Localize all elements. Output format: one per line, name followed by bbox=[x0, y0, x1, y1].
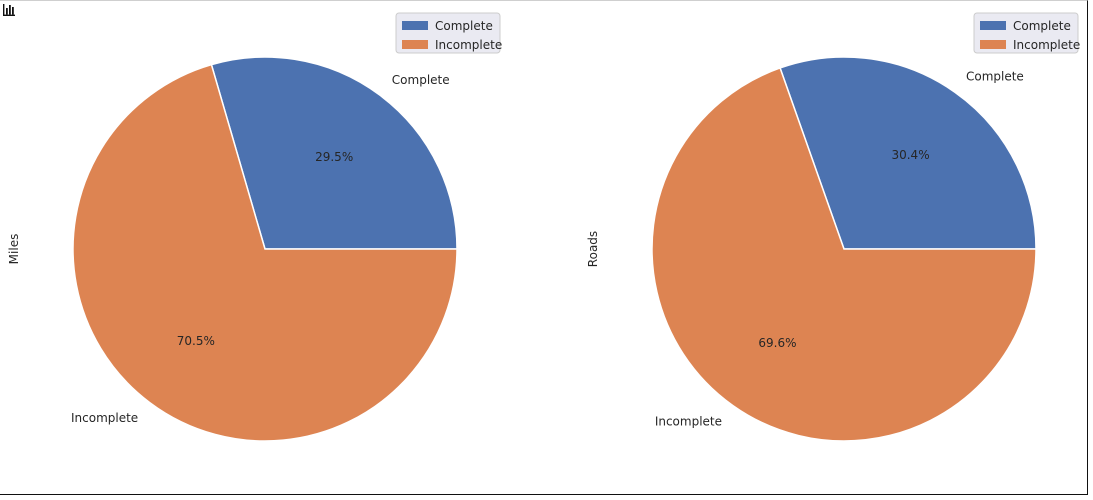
pct-label-incomplete: 69.6% bbox=[758, 336, 796, 350]
legend-swatch-incomplete bbox=[402, 40, 428, 49]
y-axis-label: Miles bbox=[7, 234, 21, 265]
bar-chart-icon[interactable] bbox=[2, 3, 16, 17]
legend-label-complete: Complete bbox=[1013, 19, 1071, 33]
pie-chart-miles: 29.5% 70.5% Complete Incomplete Miles Co… bbox=[7, 12, 502, 442]
pct-label-incomplete: 70.5% bbox=[177, 334, 215, 348]
legend-label-complete: Complete bbox=[435, 19, 493, 33]
pct-label-complete: 29.5% bbox=[315, 150, 353, 164]
pie-slice-complete bbox=[779, 56, 1037, 250]
y-axis-label: Roads bbox=[586, 231, 600, 267]
legend-swatch-incomplete bbox=[980, 40, 1006, 49]
pie-slice-incomplete bbox=[651, 66, 1037, 442]
pie-slice-incomplete bbox=[72, 63, 458, 442]
slice-label-complete: Complete bbox=[966, 70, 1024, 84]
slice-label-incomplete: Incomplete bbox=[655, 414, 722, 428]
legend-label-incomplete: Incomplete bbox=[1013, 38, 1080, 52]
pie-slice-complete bbox=[210, 56, 458, 250]
slice-label-complete: Complete bbox=[392, 73, 450, 87]
legend: Complete Incomplete bbox=[973, 12, 1080, 54]
pie-chart-roads: 30.4% 69.6% Complete Incomplete Roads Co… bbox=[586, 12, 1080, 442]
legend: Complete Incomplete bbox=[395, 12, 502, 54]
legend-swatch-complete bbox=[980, 21, 1006, 30]
slice-label-incomplete: Incomplete bbox=[71, 411, 138, 425]
legend-label-incomplete: Incomplete bbox=[435, 38, 502, 52]
pct-label-complete: 30.4% bbox=[891, 148, 929, 162]
legend-swatch-complete bbox=[402, 21, 428, 30]
